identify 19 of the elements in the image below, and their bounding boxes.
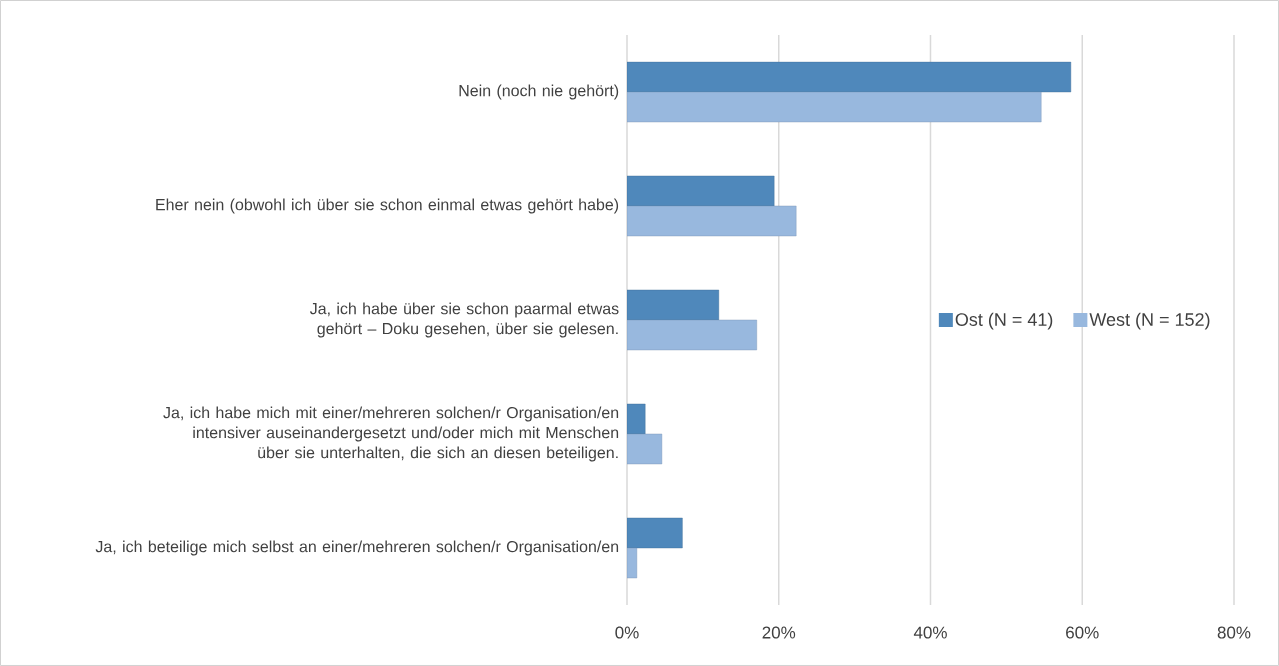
x-tick-label: 0% <box>615 626 639 639</box>
bar <box>627 319 757 351</box>
legend-label: Ost (N = 41) <box>955 312 1053 330</box>
y-tick-label: Eher nein (obwohl ich über sie schon einmal etwas gehört habe) <box>156 198 619 214</box>
y-tick-label: Ja, ich habe über sie schon paarmal etwas gehört – Doku gesehen, über sie gelesen. <box>309 302 619 338</box>
bar <box>627 91 1042 123</box>
x-tick-label: 60% <box>1066 626 1099 639</box>
x-tick-label: 20% <box>762 626 796 639</box>
legend-label: West (N = 152) <box>1089 312 1210 330</box>
y-tick-label: Nein (noch nie gehört) <box>459 84 619 100</box>
x-tick-label: 80% <box>1217 626 1251 639</box>
y-tick-label: Ja, ich beteilige mich selbst an einer/mehreren solchen/r Organisation/en <box>95 540 619 556</box>
x-tick-label: 40% <box>913 626 947 639</box>
bar <box>627 175 775 207</box>
bar <box>627 289 720 321</box>
bar <box>627 61 1072 93</box>
bar <box>627 517 683 549</box>
y-tick-label: Ja, ich habe mich mit einer/mehreren solchen/r Organisation/en intensiver auseinandergesetzt und/oder mich mit Menschen über sie unterhalten, die sich an diesen beteiligen. <box>163 406 619 462</box>
bar <box>627 205 797 237</box>
